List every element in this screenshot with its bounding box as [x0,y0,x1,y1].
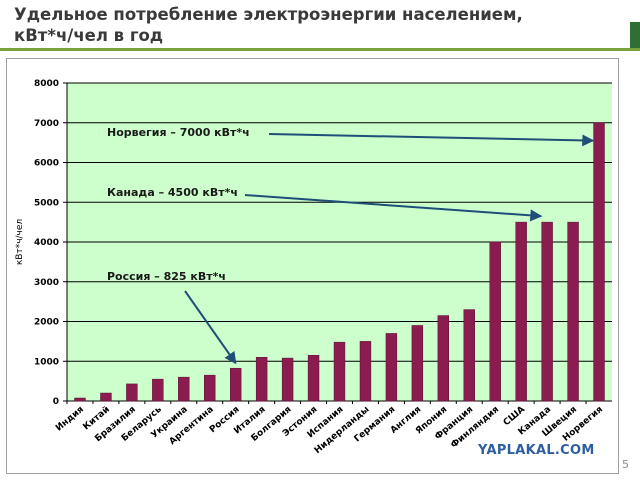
bar-17 [515,221,527,402]
y-tick-label-4: 4000 [34,238,59,248]
bar-13 [411,325,424,402]
watermark: YAPLAKAL.COM [478,443,595,458]
annotation-arrow-0 [268,133,595,147]
slide-title-line-2: кВт*ч/чел в год [14,26,164,45]
page-number: 5 [622,458,629,471]
bar-2 [126,383,138,402]
annotation-arrow-1 [244,194,543,222]
bar-7 [255,357,268,402]
slide-title-line-1: Удельное потребление электроэнергии насе… [14,5,523,24]
annotation-label-2: Россия – 825 кВт*ч [107,270,226,283]
y-axis-title: кВт*ч/чел [15,219,25,265]
y-tick-label-2: 2000 [34,318,59,328]
bar-14 [437,315,450,402]
bar-8 [281,357,294,402]
header-accent-tab [630,22,640,48]
bar-1 [100,392,112,402]
y-tick-label-1: 1000 [34,357,59,367]
y-tick-label-0: 0 [53,397,59,407]
bar-3 [152,378,164,402]
y-tick-label-5: 5000 [34,198,59,208]
annotation-arrow-2 [184,290,237,365]
bar-10 [333,341,346,402]
bar-16 [489,241,501,402]
y-tick-label-3: 3000 [34,278,59,288]
bar-chart: 0 1000 2000 3000 4000 5000 6000 7000 8000 кВт*ч/ч… [15,79,612,456]
y-tick-label-6: 6000 [34,159,59,169]
chart-frame: 0 1000 2000 3000 4000 5000 6000 7000 8000 кВт*ч/ч… [6,58,619,474]
bar-15 [463,309,475,402]
slide-title: Удельное потребление электроэнергии насе… [14,4,523,46]
bar-4 [178,376,190,402]
bar-0 [74,397,86,402]
bar-18 [541,221,553,402]
bar-6 [229,367,242,402]
annotation-label-0: Норвегия – 7000 кВт*ч [107,126,250,139]
x-tick-label-0: Индия [54,404,86,433]
bar-20 [593,122,605,402]
bar-12 [385,333,398,402]
header-divider [0,48,640,51]
bar-19 [567,221,579,402]
bar-11 [359,341,372,402]
y-tick-label-8: 8000 [34,79,59,89]
annotation-label-1: Канада – 4500 кВт*ч [107,186,238,199]
y-tick-label-7: 7000 [34,119,59,129]
bar-5 [204,374,216,402]
bar-9 [307,355,320,402]
